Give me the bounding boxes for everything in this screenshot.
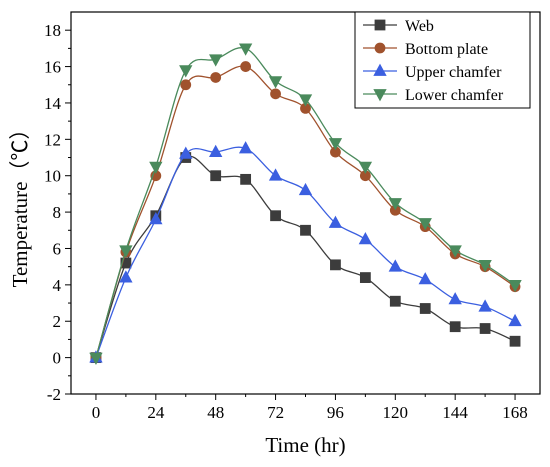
legend-entry: Web xyxy=(363,18,434,35)
data-point xyxy=(119,245,133,258)
data-point xyxy=(479,323,491,334)
data-point xyxy=(448,292,462,305)
data-point xyxy=(418,272,432,285)
legend-entry: Upper chamfer xyxy=(363,63,502,81)
data-point xyxy=(210,72,222,83)
data-point xyxy=(268,76,283,89)
y-tick-label: 0 xyxy=(53,349,62,368)
legend-label: Bottom plate xyxy=(405,41,488,58)
data-point xyxy=(240,61,252,72)
data-point xyxy=(89,352,103,365)
data-point xyxy=(300,224,311,236)
data-point xyxy=(449,321,461,333)
legend-marker xyxy=(373,89,387,102)
data-point xyxy=(268,168,283,181)
data-point xyxy=(508,313,522,327)
legend-marker xyxy=(374,19,386,31)
data-point xyxy=(179,146,193,159)
data-point xyxy=(509,335,521,347)
y-tick-label: 10 xyxy=(44,167,61,186)
data-point xyxy=(270,88,281,100)
y-tick-label: 6 xyxy=(53,239,62,258)
x-tick-label: 168 xyxy=(502,403,528,422)
y-tick-label: -2 xyxy=(47,385,61,404)
legend: Web Bottom plate Upper chamfer Lower chamfe… xyxy=(354,11,531,109)
data-point xyxy=(180,79,192,91)
legend-label: Web xyxy=(405,18,434,35)
data-point xyxy=(238,141,253,154)
data-point xyxy=(298,94,313,107)
data-point xyxy=(478,299,492,312)
legend-marker xyxy=(374,42,386,54)
series-lower-chamfer xyxy=(89,43,522,365)
data-point xyxy=(149,161,163,174)
data-point xyxy=(478,259,492,273)
data-point xyxy=(209,54,223,67)
data-point xyxy=(419,303,431,314)
series-layer xyxy=(89,43,522,365)
data-point xyxy=(149,212,163,225)
data-point xyxy=(388,259,402,272)
y-tick-label: 8 xyxy=(53,203,62,222)
data-point xyxy=(448,245,462,258)
legend-label: Lower chamfer xyxy=(405,87,504,104)
data-point xyxy=(210,170,222,182)
data-point xyxy=(330,259,341,271)
legend-label: Upper chamfer xyxy=(405,64,502,81)
data-point xyxy=(388,198,402,211)
data-point xyxy=(389,295,401,307)
x-tick-label: 72 xyxy=(267,403,284,422)
x-axis-title: Time (hr) xyxy=(265,433,345,457)
data-point xyxy=(240,173,252,185)
x-tick-label: 120 xyxy=(383,403,409,422)
y-tick-label: 16 xyxy=(44,58,61,77)
data-point xyxy=(418,218,432,231)
data-point xyxy=(358,232,373,245)
y-axis-title: Temperature（℃） xyxy=(8,119,32,288)
data-point xyxy=(328,215,343,228)
y-tick-label: 2 xyxy=(53,312,62,331)
x-tick-label: 24 xyxy=(147,403,165,422)
data-point xyxy=(508,279,522,293)
data-point xyxy=(298,182,313,196)
data-point xyxy=(359,272,371,283)
data-point xyxy=(358,161,373,174)
data-point xyxy=(328,138,343,151)
x-tick-label: 144 xyxy=(442,403,468,422)
data-point xyxy=(119,270,133,283)
data-point xyxy=(120,257,132,269)
data-point xyxy=(270,210,281,222)
x-tick-label: 0 xyxy=(92,403,101,422)
y-tick-label: 12 xyxy=(44,130,61,149)
legend-entry: Lower chamfer xyxy=(363,87,504,104)
y-tick-label: 18 xyxy=(44,21,61,40)
legend-marker xyxy=(373,63,387,76)
data-point xyxy=(209,144,223,157)
y-tick-label: 4 xyxy=(53,276,62,295)
x-tick-label: 96 xyxy=(327,403,344,422)
x-tick-label: 48 xyxy=(207,403,224,422)
y-tick-label: 14 xyxy=(44,94,62,113)
legend-entry: Bottom plate xyxy=(363,41,488,58)
data-point xyxy=(238,43,253,56)
data-point xyxy=(179,65,193,78)
